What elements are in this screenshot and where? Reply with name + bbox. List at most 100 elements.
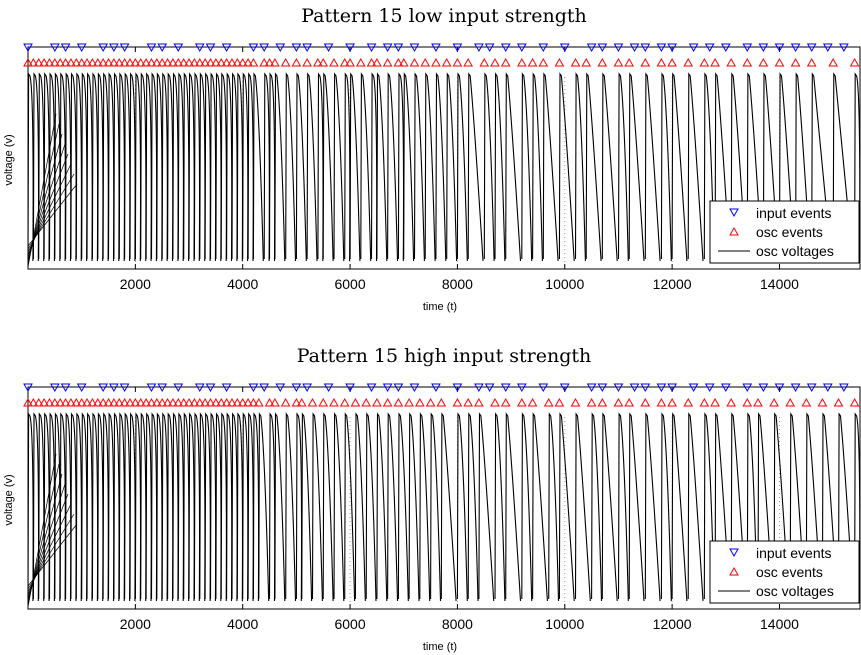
osc-event-marker bbox=[490, 397, 500, 407]
osc-event-marker bbox=[441, 57, 452, 67]
osc-event-marker bbox=[135, 57, 146, 67]
osc-event-marker bbox=[683, 57, 694, 67]
input-event-marker bbox=[60, 43, 71, 53]
osc-event-marker bbox=[248, 397, 259, 407]
osc-event-marker bbox=[849, 397, 860, 407]
input-event-marker bbox=[49, 43, 60, 53]
osc-event-marker bbox=[758, 57, 769, 67]
osc-event-marker bbox=[624, 397, 635, 407]
osc-voltage-trace bbox=[408, 412, 420, 602]
input-event-marker bbox=[119, 43, 130, 53]
input-event-marker bbox=[688, 43, 699, 53]
osc-event-marker bbox=[98, 57, 109, 67]
osc-event-marker bbox=[44, 57, 55, 67]
osc-voltage-trace bbox=[542, 72, 559, 262]
osc-voltage-trace bbox=[483, 72, 495, 262]
osc-event-marker bbox=[785, 397, 796, 407]
osc-event-marker bbox=[280, 57, 291, 67]
osc-event-marker bbox=[103, 57, 114, 67]
osc-event-marker bbox=[366, 57, 377, 67]
input-event-marker bbox=[157, 383, 168, 393]
osc-event-marker bbox=[92, 57, 103, 67]
osc-event-marker bbox=[264, 57, 275, 67]
osc-event-marker bbox=[624, 57, 635, 67]
osc-event-marker bbox=[49, 397, 60, 407]
input-event-marker bbox=[146, 43, 157, 53]
osc-event-marker bbox=[726, 397, 737, 407]
osc-event-marker bbox=[398, 57, 409, 67]
input-event-marker bbox=[484, 43, 495, 53]
osc-event-marker bbox=[200, 397, 210, 407]
osc-event-marker bbox=[87, 397, 98, 407]
osc-event-marker bbox=[769, 397, 779, 407]
input-event-marker bbox=[76, 383, 87, 393]
osc-event-marker bbox=[146, 57, 157, 67]
osc-event-marker bbox=[699, 57, 710, 67]
x-tick-label: 8000 bbox=[442, 616, 473, 632]
y-axis-label: voltage (v) bbox=[3, 474, 15, 525]
osc-voltage-trace bbox=[322, 412, 334, 602]
osc-event-marker bbox=[479, 57, 490, 67]
input-event-marker bbox=[720, 43, 731, 53]
x-tick-label: 2000 bbox=[120, 616, 151, 632]
osc-event-marker bbox=[849, 57, 860, 67]
legend-label: osc events bbox=[756, 224, 823, 240]
osc-event-marker bbox=[237, 57, 248, 67]
input-event-marker bbox=[774, 383, 785, 393]
osc-voltage-trace bbox=[285, 72, 297, 262]
osc-event-marker bbox=[474, 397, 484, 407]
y-axis-label: voltage (v) bbox=[3, 134, 15, 185]
input-event-marker bbox=[790, 383, 801, 393]
osc-event-marker bbox=[23, 57, 33, 67]
osc-voltage-trace bbox=[424, 72, 436, 262]
osc-event-marker bbox=[28, 57, 39, 67]
osc-event-marker bbox=[372, 57, 382, 67]
input-event-marker bbox=[366, 43, 377, 53]
osc-event-marker bbox=[516, 397, 527, 407]
osc-event-marker bbox=[33, 57, 44, 67]
input-event-marker bbox=[742, 383, 753, 393]
x-tick-label: 12000 bbox=[653, 616, 692, 632]
osc-event-marker bbox=[393, 57, 404, 67]
osc-voltage-trace bbox=[574, 412, 591, 602]
osc-voltage-trace bbox=[660, 72, 672, 262]
osc-voltage-trace bbox=[854, 72, 861, 262]
input-event-marker bbox=[345, 383, 355, 393]
osc-voltage-trace bbox=[644, 72, 661, 262]
osc-voltage-traces bbox=[27, 72, 861, 268]
osc-voltage-trace bbox=[521, 412, 533, 602]
osc-event-marker bbox=[109, 57, 119, 67]
osc-event-marker bbox=[817, 397, 828, 407]
osc-voltage-ramp bbox=[27, 523, 78, 587]
osc-event-marker bbox=[28, 397, 39, 407]
osc-voltage-trace bbox=[376, 412, 388, 602]
osc-event-marker bbox=[211, 397, 221, 407]
osc-event-marker bbox=[436, 397, 447, 407]
input-event-marker bbox=[194, 383, 205, 393]
osc-event-marker bbox=[173, 57, 184, 67]
osc-event-marker bbox=[227, 397, 237, 407]
input-event-marker bbox=[597, 383, 608, 393]
osc-voltage-trace bbox=[397, 412, 409, 602]
osc-event-marker bbox=[98, 397, 109, 407]
osc-event-marker bbox=[463, 397, 474, 407]
input-event-marker bbox=[109, 383, 119, 393]
input-event-marker bbox=[742, 43, 753, 53]
osc-event-marker bbox=[500, 57, 511, 67]
osc-voltage-trace bbox=[585, 72, 602, 262]
osc-event-marker bbox=[162, 397, 173, 407]
osc-event-marker bbox=[157, 57, 168, 67]
osc-event-marker bbox=[828, 57, 839, 67]
x-tick-labels: 2000 4000 6000 8000 10000 12000 14000 bbox=[120, 616, 799, 632]
osc-event-marker bbox=[151, 397, 162, 407]
input-event-marker bbox=[275, 43, 286, 53]
osc-event-marker bbox=[146, 397, 157, 407]
osc-voltage-trace bbox=[617, 72, 629, 262]
osc-voltage-trace bbox=[322, 72, 334, 262]
osc-event-marker bbox=[404, 397, 414, 407]
osc-voltage-trace bbox=[365, 412, 377, 602]
osc-event-marker bbox=[264, 397, 275, 407]
input-event-marker bbox=[656, 43, 667, 53]
osc-event-marker bbox=[833, 397, 844, 407]
osc-event-marker bbox=[76, 57, 87, 67]
